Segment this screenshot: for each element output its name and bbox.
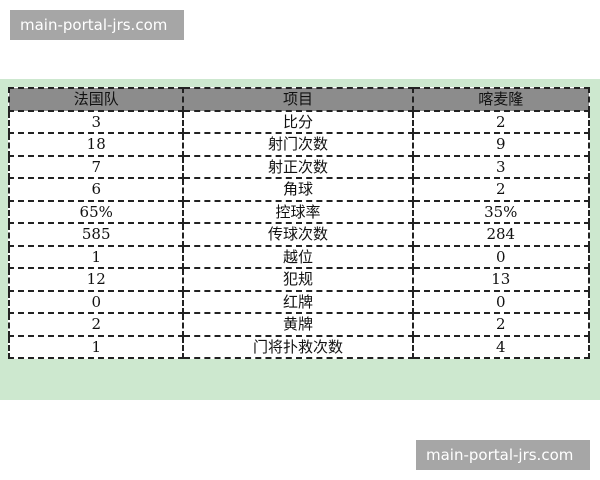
cameroon-value: 2 <box>411 109 591 134</box>
match-stats-table: 法国队 项目 喀麦隆 3 比分 2 18 射门次数 9 7 射正次数 3 6 角球 2 65% 控球率 35… <box>7 87 591 359</box>
france-value: 7 <box>7 154 185 179</box>
france-value: 2 <box>7 312 185 337</box>
france-value: 1 <box>7 244 185 269</box>
stat-name: 门将扑救次数 <box>182 334 414 359</box>
stat-name: 射门次数 <box>182 132 414 157</box>
france-value: 12 <box>7 267 185 292</box>
cameroon-value: 284 <box>411 222 591 247</box>
table-row: 3 比分 2 <box>7 109 591 134</box>
header-item: 项目 <box>182 87 414 112</box>
table-row: 7 射正次数 3 <box>7 154 591 179</box>
cameroon-value: 4 <box>411 334 591 359</box>
cameroon-value: 2 <box>411 177 591 202</box>
watermark-top: main-portal-jrs.com <box>10 10 184 40</box>
header-cameroon: 喀麦隆 <box>411 87 591 112</box>
table-row: 0 红牌 0 <box>7 289 591 314</box>
table-row: 18 射门次数 9 <box>7 132 591 157</box>
cameroon-value: 9 <box>411 132 591 157</box>
cameroon-value: 0 <box>411 244 591 269</box>
stat-name: 比分 <box>182 109 414 134</box>
france-value: 3 <box>7 109 185 134</box>
stat-name: 射正次数 <box>182 154 414 179</box>
cameroon-value: 2 <box>411 312 591 337</box>
france-value: 6 <box>7 177 185 202</box>
header-france: 法国队 <box>7 87 185 112</box>
france-value: 18 <box>7 132 185 157</box>
header-row: 法国队 项目 喀麦隆 <box>7 87 591 112</box>
stat-name: 传球次数 <box>182 222 414 247</box>
table-row: 6 角球 2 <box>7 177 591 202</box>
stat-name: 犯规 <box>182 267 414 292</box>
table-row: 12 犯规 13 <box>7 267 591 292</box>
france-value: 585 <box>7 222 185 247</box>
cameroon-value: 35% <box>411 199 591 224</box>
table-row: 1 门将扑救次数 4 <box>7 334 591 359</box>
stat-name: 角球 <box>182 177 414 202</box>
cameroon-value: 3 <box>411 154 591 179</box>
france-value: 0 <box>7 289 185 314</box>
france-value: 1 <box>7 334 185 359</box>
stat-name: 越位 <box>182 244 414 269</box>
stat-name: 控球率 <box>182 199 414 224</box>
stat-name: 黄牌 <box>182 312 414 337</box>
table-row: 585 传球次数 284 <box>7 222 591 247</box>
table-row: 1 越位 0 <box>7 244 591 269</box>
table-row: 2 黄牌 2 <box>7 312 591 337</box>
france-value: 65% <box>7 199 185 224</box>
table-row: 65% 控球率 35% <box>7 199 591 224</box>
watermark-bottom: main-portal-jrs.com <box>416 440 590 470</box>
cameroon-value: 0 <box>411 289 591 314</box>
stat-name: 红牌 <box>182 289 414 314</box>
cameroon-value: 13 <box>411 267 591 292</box>
